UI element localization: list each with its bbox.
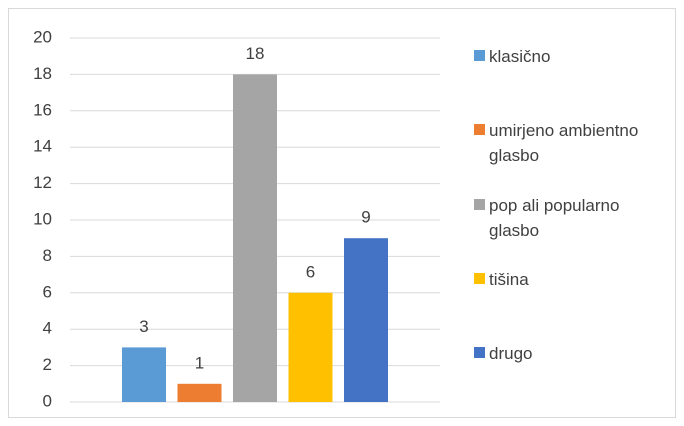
legend-swatch [474, 272, 485, 284]
chart-frame [8, 8, 676, 418]
y-tick-label: 14 [33, 137, 52, 156]
legend-item: tišina [474, 267, 674, 292]
legend-swatch [474, 198, 485, 210]
bar [233, 74, 277, 403]
y-tick-label: 12 [33, 173, 52, 192]
y-tick-label: 8 [43, 246, 52, 265]
y-tick-label: 2 [43, 355, 52, 374]
legend-item: drugo [474, 341, 674, 366]
legend-label: klasično [489, 47, 551, 66]
y-tick-label: 0 [43, 391, 52, 410]
legend-label: tišina [489, 269, 529, 289]
y-tick-label: 10 [33, 209, 52, 228]
bar [288, 292, 333, 402]
legend-item: klasično [474, 44, 674, 69]
legend-label: drugo [489, 344, 533, 364]
y-tick-label: 20 [33, 27, 52, 46]
y-tick-label: 16 [33, 100, 52, 119]
bar [122, 347, 166, 402]
bar [344, 238, 388, 402]
bar [177, 383, 222, 402]
data-label: 3 [139, 317, 148, 336]
data-label: 1 [195, 353, 204, 372]
data-label: 6 [306, 262, 315, 281]
legend-swatch [474, 50, 485, 61]
data-label: 9 [361, 208, 370, 227]
y-tick-label: 4 [43, 319, 52, 338]
legend-label: umirjeno ambientno glasbo [489, 121, 639, 166]
data-label: 18 [246, 44, 265, 63]
legend-swatch [474, 347, 485, 359]
y-tick-label: 18 [33, 64, 52, 83]
legend-label: pop ali popularno glasbo [489, 195, 620, 240]
legend-item: umirjeno ambientno glasbo [474, 118, 674, 168]
y-tick-label: 6 [43, 282, 52, 301]
legend-swatch [474, 124, 485, 136]
legend-item: pop ali popularno glasbo [474, 193, 674, 243]
